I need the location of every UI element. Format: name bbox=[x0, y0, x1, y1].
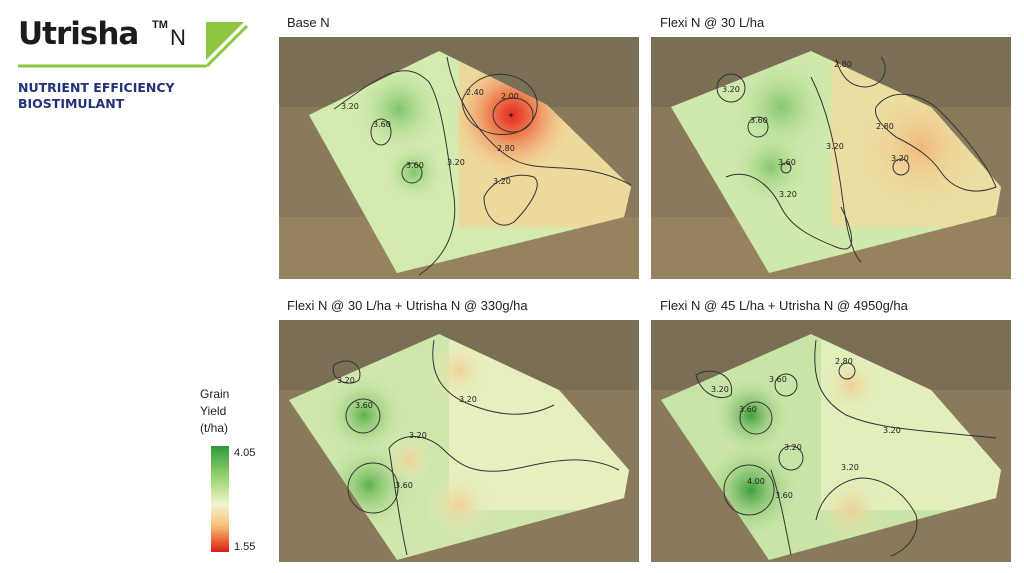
yield-map-flexi-30-utrisha-330: 3.20 3.60 3.20 3.20 3.60 bbox=[279, 320, 639, 562]
contour-label: 3.60 bbox=[395, 481, 413, 490]
peak-marker-icon: ✦ bbox=[508, 111, 515, 120]
contour-label: 3.20 bbox=[459, 395, 477, 404]
brand-suffix: N bbox=[170, 25, 186, 50]
contour-label: 2.80 bbox=[497, 144, 515, 153]
contour-label: 3.60 bbox=[775, 491, 793, 500]
contour-label: 2.80 bbox=[876, 122, 894, 131]
contour-label: 3.20 bbox=[493, 177, 511, 186]
contour-label: 3.20 bbox=[447, 158, 465, 167]
contour-label: 3.20 bbox=[891, 154, 909, 163]
contour-label: 3.20 bbox=[711, 385, 729, 394]
tagline-line-2: BIOSTIMULANT bbox=[18, 96, 125, 111]
contour-label: 4.00 bbox=[747, 477, 765, 486]
contour-label: 3.20 bbox=[841, 463, 859, 472]
legend-max-value: 4.05 bbox=[234, 447, 256, 459]
contour-label: 3.60 bbox=[739, 405, 757, 414]
brand-swoosh-icon bbox=[18, 22, 249, 68]
contour-label: 3.20 bbox=[409, 431, 427, 440]
contour-label: 2.40 bbox=[466, 88, 484, 97]
legend-title-line-2: Yield bbox=[200, 404, 227, 418]
contour-label: 3.20 bbox=[779, 190, 797, 199]
panel-title-flexi-30: Flexi N @ 30 L/ha bbox=[660, 15, 765, 30]
panel-title-flexi-45-utrisha-4950: Flexi N @ 45 L/ha + Utrisha N @ 4950g/ha bbox=[660, 298, 908, 313]
contour-label: 3.20 bbox=[784, 443, 802, 452]
yield-map-base-n: 3.20 3.60 3.60 3.20 2.40 2.00 2.80 3.20 … bbox=[279, 37, 639, 279]
contour-label: 3.60 bbox=[406, 161, 424, 170]
brand-tagline: NUTRIENT EFFICIENCY BIOSTIMULANT bbox=[18, 80, 175, 112]
contour-label: 3.60 bbox=[373, 120, 391, 129]
contour-label: 2.00 bbox=[501, 92, 519, 101]
yield-map-flexi-30: 3.20 3.60 3.60 3.20 3.20 2.80 2.80 3.20 bbox=[651, 37, 1011, 279]
contour-label: 3.20 bbox=[337, 376, 355, 385]
legend-color-scale bbox=[211, 446, 229, 552]
contour-label: 2.80 bbox=[835, 357, 853, 366]
brand-trademark: TM bbox=[152, 19, 168, 31]
panel-title-flexi-30-utrisha-330: Flexi N @ 30 L/ha + Utrisha N @ 330g/ha bbox=[287, 298, 528, 313]
legend-title: Grain Yield (t/ha) bbox=[200, 386, 229, 437]
contour-label: 3.20 bbox=[883, 426, 901, 435]
yield-map-flexi-45-utrisha-4950: 3.20 3.60 3.60 2.80 3.20 3.20 4.00 3.60 … bbox=[651, 320, 1011, 562]
contour-label: 3.20 bbox=[722, 85, 740, 94]
tagline-line-1: NUTRIENT EFFICIENCY bbox=[18, 80, 175, 95]
legend-min-value: 1.55 bbox=[234, 541, 256, 553]
contour-label: 3.60 bbox=[750, 116, 768, 125]
legend-title-line-1: Grain bbox=[200, 387, 230, 401]
panel-title-base-n: Base N bbox=[287, 15, 330, 30]
contour-label: 3.20 bbox=[826, 142, 844, 151]
contour-label: 3.60 bbox=[778, 158, 796, 167]
contour-label: 3.20 bbox=[341, 102, 359, 111]
brand-name: Utrisha bbox=[18, 16, 139, 52]
legend-title-line-3: (t/ha) bbox=[200, 421, 229, 435]
contour-label: 3.60 bbox=[769, 375, 787, 384]
contour-label: 2.80 bbox=[834, 60, 852, 69]
contour-label: 3.60 bbox=[355, 401, 373, 410]
